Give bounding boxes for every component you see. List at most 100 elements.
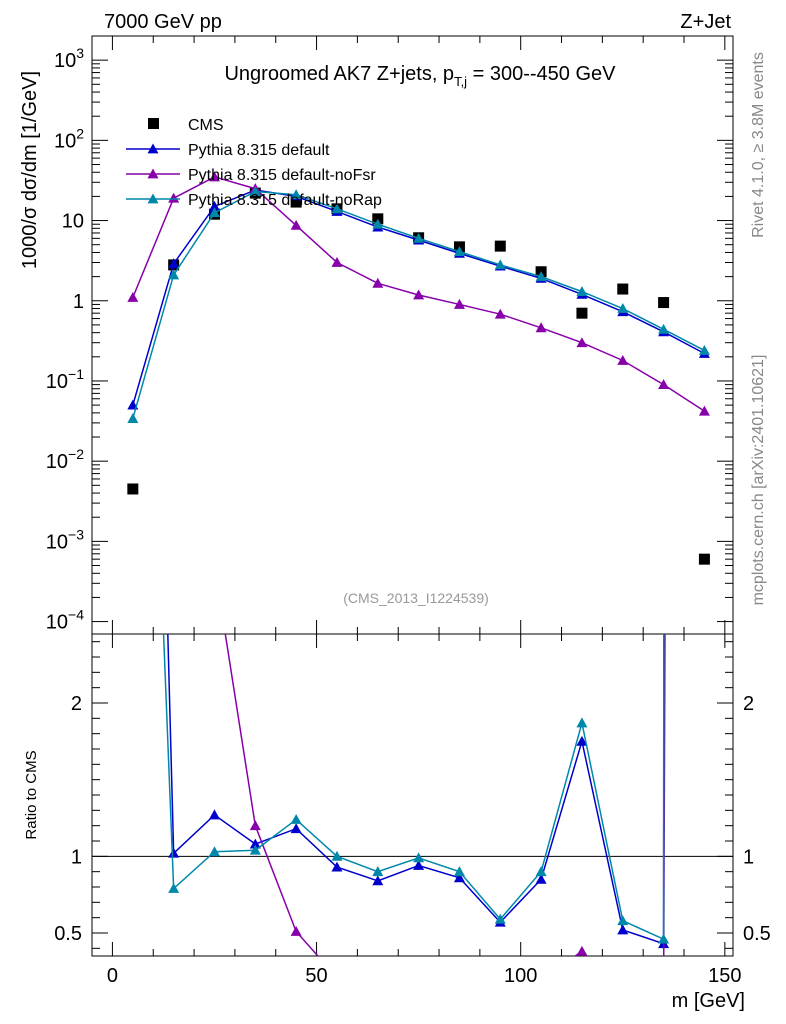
- pythia-8-315-default-ratio-marker: [331, 861, 343, 872]
- pythia-8-315-default-ratio-marker: [413, 860, 425, 870]
- pythia-8-315-default-nofsr-marker: [617, 354, 629, 365]
- cms-data-point: [576, 307, 588, 319]
- pythia-8-315-default-ratio-marker: [249, 838, 261, 849]
- pythia-8-315-default-nofsr-ratio-marker: [413, 975, 424, 985]
- pythia-8-315-default-norap-ratio-marker: [494, 913, 506, 924]
- legend-pythia-8-315-default-norap-marker: [147, 193, 159, 204]
- ratio-y-tick-label-right: 1: [743, 846, 754, 868]
- pythia-8-315-default-norap-marker: [453, 246, 465, 257]
- pythia-8-315-default-norap-ratio-marker: [658, 933, 670, 944]
- pythia-8-315-default-nofsr-ratio-marker: [372, 980, 383, 990]
- pythia-8-315-default-norap-ratio-marker: [617, 915, 629, 926]
- ratio-y-tick-label: 0.5: [54, 923, 82, 945]
- cms-data-point: [290, 196, 302, 208]
- pythia-8-315-default-nofsr-marker: [290, 219, 302, 230]
- pythia-8-315-default-ratio-marker: [372, 875, 384, 886]
- main-y-axis-label: 1000/σ dσ/dm [1/GeV]: [19, 71, 41, 269]
- pythia-8-315-default-nofsr-marker: [698, 405, 710, 416]
- cms-data-point: [127, 483, 139, 495]
- pythia-8-315-default-norap-ratio-marker: [331, 850, 343, 861]
- pythia-8-315-default-nofsr-ratio-line: [224, 634, 666, 956]
- x-tick-label: 100: [504, 965, 537, 987]
- pythia-8-315-default-norap-ratio-line: [162, 634, 665, 941]
- pythia-8-315-default-nofsr-marker: [535, 322, 547, 333]
- legend-label: CMS: [188, 117, 224, 134]
- cms-data-point: [617, 283, 629, 295]
- x-tick-label: 50: [305, 965, 327, 987]
- pythia-8-315-default-norap-marker: [576, 286, 588, 297]
- y-tick-label: 10−3: [46, 526, 84, 553]
- ratio-y-tick-label-right: 0.5: [743, 923, 771, 945]
- y-tick-label: 103: [54, 45, 84, 72]
- legend-label: Pythia 8.315 default: [188, 142, 330, 159]
- pythia-8-315-default-nofsr-marker: [127, 291, 139, 302]
- pythia-8-315-default-ratio-marker: [168, 847, 180, 858]
- main-series-group: [127, 171, 710, 565]
- pythia-8-315-default-nofsr-ratio-marker: [331, 972, 342, 982]
- pythia-8-315-default-norap-marker: [331, 203, 343, 214]
- ratio-y-axis-label: Ratio to CMS: [23, 750, 40, 839]
- pythia-8-315-default-ratio-marker: [453, 872, 465, 883]
- pythia-8-315-default-norap-marker: [617, 303, 629, 313]
- pythia-8-315-default-norap-marker: [372, 218, 384, 229]
- y-tick-label: 10−2: [46, 446, 84, 473]
- pythia-8-315-default-norap-ratio-marker: [168, 883, 180, 893]
- pythia-8-315-default-nofsr-marker: [331, 256, 343, 267]
- chart-title: Ungroomed AK7 Z+jets, pT,j = 300--450 Ge…: [224, 63, 616, 89]
- pythia-8-315-default-norap-marker: [290, 189, 302, 200]
- pythia-8-315-default-norap-ratio-marker: [208, 846, 220, 857]
- pythia-8-315-default-norap-marker: [249, 186, 261, 196]
- pythia-8-315-default-norap-marker: [413, 232, 425, 243]
- cms-data-point: [494, 240, 506, 252]
- header-left: 7000 GeV pp: [104, 11, 222, 33]
- pythia-8-315-default-marker: [168, 258, 180, 269]
- y-tick-label: 1: [73, 291, 84, 313]
- ratio-y-tick-label: 2: [71, 693, 82, 715]
- x-tick-label: 150: [708, 965, 741, 987]
- pythia-8-315-default-norap-ratio-marker: [535, 866, 547, 877]
- y-tick-label: 10−1: [46, 366, 84, 393]
- legend-label: Pythia 8.315 default-noRap: [188, 192, 382, 209]
- header-right: Z+Jet: [680, 11, 731, 33]
- legend-label: Pythia 8.315 default-noFsr: [188, 167, 376, 184]
- pythia-8-315-default-nofsr-ratio-marker: [249, 820, 261, 831]
- pythia-8-315-default-nofsr-marker: [576, 337, 588, 348]
- pythia-8-315-default-norap-marker: [698, 344, 710, 355]
- pythia-8-315-default-nofsr-ratio-marker: [617, 984, 628, 994]
- side-text-mcplots: mcplots.cern.ch [arXiv:2401.10621]: [750, 355, 767, 606]
- pythia-8-315-default-nofsr-marker: [658, 379, 670, 390]
- pythia-8-315-default-nofsr-ratio-marker: [658, 990, 669, 1000]
- pythia-8-315-default-marker: [208, 200, 220, 211]
- legend: CMS Pythia 8.315 default Pythia 8.315 defa…: [126, 117, 382, 209]
- pythia-8-315-default-nofsr-marker: [453, 298, 465, 309]
- pythia-8-315-default-norap-marker: [208, 207, 220, 218]
- pythia-8-315-default-ratio-marker: [208, 809, 220, 820]
- legend-pythia-8-315-default-nofsr-marker: [147, 168, 159, 179]
- pythia-8-315-default-nofsr-ratio-marker: [290, 925, 302, 936]
- y-tick-label: 10: [62, 211, 84, 233]
- pythia-8-315-default-norap-ratio-marker: [576, 717, 588, 728]
- pythia-8-315-default-nofsr-marker: [413, 289, 425, 300]
- pythia-8-315-default-norap-marker: [127, 413, 139, 423]
- pythia-8-315-default-norap-marker: [168, 269, 180, 280]
- pythia-8-315-default-ratio-marker: [535, 873, 547, 884]
- pythia-8-315-default-nofsr-marker: [494, 308, 506, 319]
- pythia-8-315-default-ratio-marker: [617, 924, 629, 935]
- pythia-8-315-default-norap-marker: [494, 259, 506, 270]
- pythia-8-315-default-norap-ratio-marker: [249, 844, 261, 855]
- legend-cms-marker: [148, 118, 159, 129]
- pythia-8-315-default-nofsr-marker: [168, 192, 180, 203]
- legend-pythia-8-315-default-marker: [147, 143, 159, 154]
- pythia-8-315-default-nofsr-ratio-marker: [209, 560, 220, 570]
- pythia-8-315-default-norap-ratio-marker: [453, 866, 465, 877]
- cms-data-point: [698, 553, 710, 565]
- pythia-8-315-default-norap-marker: [535, 271, 547, 282]
- pythia-8-315-default-nofsr-ratio-marker: [576, 945, 588, 956]
- ratio-series-group: [162, 560, 670, 1000]
- pythia-8-315-default-norap-marker: [658, 323, 670, 334]
- ratio-y-tick-label: 1: [71, 846, 82, 868]
- cms-data-point: [658, 297, 670, 309]
- y-tick-label: 10−4: [46, 607, 84, 634]
- x-tick-label: 0: [107, 965, 118, 987]
